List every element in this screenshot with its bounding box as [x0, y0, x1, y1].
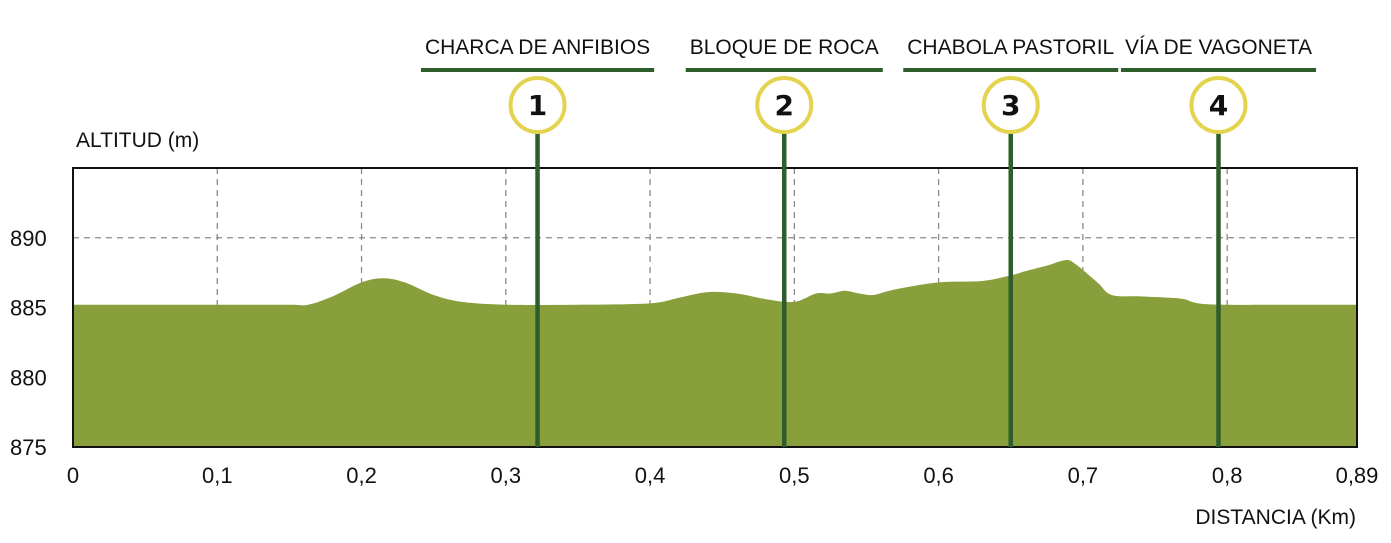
elevation-area — [73, 260, 1357, 447]
x-tick-label: 0,7 — [1068, 463, 1099, 488]
x-tick-label: 0,1 — [202, 463, 233, 488]
waypoint-label: CHARCA DE ANFIBIOS — [425, 36, 650, 59]
waypoint-marker-2: 2 BLOQUE DE ROCA — [685, 36, 883, 447]
waypoint-markers: 1 CHARCA DE ANFIBIOS 2 BLOQUE DE ROCA 3 CHABO… — [420, 36, 1317, 447]
x-axis-title: DISTANCIA (Km) — [1195, 506, 1356, 529]
x-tick-label: 0 — [67, 463, 79, 488]
waypoint-label: BLOQUE DE ROCA — [690, 36, 879, 59]
waypoint-marker-1: 1 CHARCA DE ANFIBIOS — [420, 36, 655, 447]
waypoint-label: CHABOLA PASTORIL — [907, 36, 1114, 59]
plot-border — [72, 167, 1358, 448]
waypoint-number: 4 — [1209, 89, 1228, 122]
x-tick-label: 0,4 — [635, 463, 666, 488]
y-tick-label: 890 — [10, 226, 47, 251]
x-tick-label: 0,3 — [491, 463, 522, 488]
plot-frame — [72, 167, 1358, 448]
x-tick-label: 0,2 — [346, 463, 377, 488]
x-tick-label: 0,89 — [1336, 463, 1379, 488]
waypoint-marker-3: 3 CHABOLA PASTORIL — [903, 36, 1119, 447]
y-tick-label: 885 — [10, 296, 47, 321]
waypoint-number: 3 — [1001, 89, 1020, 122]
x-tick-label: 0,5 — [779, 463, 810, 488]
y-tick-label: 875 — [10, 435, 47, 460]
waypoint-number: 1 — [528, 89, 547, 122]
waypoint-circle — [508, 76, 567, 134]
tick-labels: 0 0,1 0,2 0,3 0,4 0,5 0,6 0,7 0,8 0,89 875 880 885 89… — [10, 226, 1378, 488]
waypoint-circle — [755, 76, 814, 134]
waypoint-circle — [981, 76, 1040, 134]
x-tick-label: 0,6 — [923, 463, 954, 488]
waypoint-number: 2 — [775, 89, 794, 122]
x-tick-label: 0,8 — [1212, 463, 1243, 488]
waypoint-label: VÍA DE VAGONETA — [1125, 36, 1312, 59]
waypoint-marker-4: 4 VÍA DE VAGONETA — [1120, 36, 1317, 447]
waypoint-circle — [1189, 76, 1248, 134]
y-axis-title: ALTITUD (m) — [76, 129, 199, 152]
elevation-area-layer — [73, 260, 1357, 447]
y-tick-label: 880 — [10, 365, 47, 390]
